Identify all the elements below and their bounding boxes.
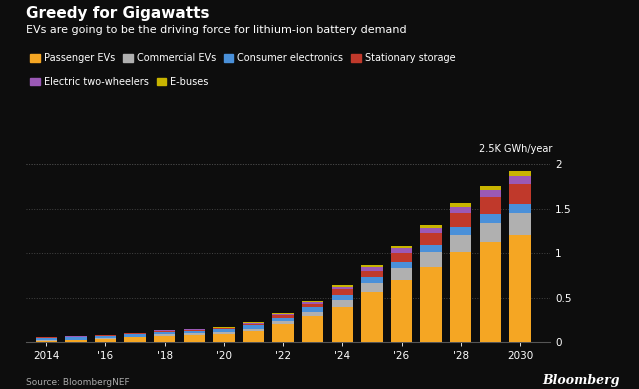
Bar	[65, 340, 86, 342]
Bar	[332, 289, 353, 294]
Bar	[361, 270, 383, 277]
Bar	[420, 252, 442, 266]
Legend: Passenger EVs, Commercial EVs, Consumer electronics, Stationary storage: Passenger EVs, Commercial EVs, Consumer …	[31, 53, 456, 63]
Bar	[213, 328, 235, 329]
Bar	[332, 300, 353, 307]
Bar	[154, 336, 175, 342]
Bar	[302, 301, 323, 302]
Bar	[509, 184, 530, 204]
Bar	[154, 335, 175, 336]
Bar	[243, 323, 264, 324]
Bar	[332, 287, 353, 289]
Bar	[332, 294, 353, 300]
Text: 2.5K GWh/year: 2.5K GWh/year	[479, 144, 553, 154]
Bar	[480, 197, 501, 214]
Bar	[183, 335, 205, 342]
Bar	[36, 338, 57, 340]
Bar	[302, 317, 323, 342]
Bar	[243, 326, 264, 329]
Bar	[420, 266, 442, 342]
Bar	[154, 330, 175, 331]
Bar	[361, 267, 383, 270]
Text: Bloomberg: Bloomberg	[543, 374, 620, 387]
Bar	[302, 304, 323, 307]
Bar	[95, 336, 116, 338]
Bar	[213, 334, 235, 342]
Bar	[302, 312, 323, 317]
Bar	[391, 246, 412, 248]
Bar	[272, 315, 294, 317]
Bar	[154, 331, 175, 335]
Bar	[420, 225, 442, 228]
Bar	[509, 204, 530, 214]
Bar	[213, 329, 235, 333]
Bar	[361, 293, 383, 342]
Bar	[272, 313, 294, 314]
Bar	[420, 245, 442, 252]
Bar	[125, 337, 146, 342]
Bar	[361, 277, 383, 284]
Bar	[332, 285, 353, 287]
Bar	[450, 252, 472, 342]
Bar	[420, 233, 442, 245]
Bar	[213, 333, 235, 334]
Bar	[480, 242, 501, 342]
Bar	[272, 317, 294, 321]
Bar	[480, 214, 501, 223]
Bar	[243, 324, 264, 326]
Bar	[125, 333, 146, 334]
Bar	[361, 284, 383, 293]
Bar	[450, 213, 472, 227]
Text: Greedy for Gigawatts: Greedy for Gigawatts	[26, 6, 209, 21]
Bar	[302, 307, 323, 312]
Bar	[480, 190, 501, 197]
Bar	[361, 265, 383, 267]
Bar	[450, 207, 472, 213]
Bar	[480, 223, 501, 242]
Bar	[391, 261, 412, 268]
Bar	[243, 322, 264, 323]
Bar	[391, 280, 412, 342]
Bar	[480, 186, 501, 190]
Bar	[125, 336, 146, 337]
Bar	[183, 330, 205, 331]
Bar	[420, 228, 442, 233]
Bar	[509, 171, 530, 176]
Bar	[125, 334, 146, 336]
Bar	[509, 176, 530, 184]
Text: EVs are going to be the driving force for lithium-ion battery demand: EVs are going to be the driving force fo…	[26, 25, 406, 35]
Bar	[450, 203, 472, 207]
Bar	[243, 331, 264, 342]
Bar	[183, 333, 205, 335]
Text: Source: BloombergNEF: Source: BloombergNEF	[26, 378, 129, 387]
Bar	[509, 214, 530, 235]
Bar	[95, 338, 116, 339]
Bar	[183, 329, 205, 330]
Bar	[272, 321, 294, 324]
Bar	[509, 235, 530, 342]
Bar	[272, 314, 294, 315]
Bar	[95, 339, 116, 342]
Bar	[391, 252, 412, 261]
Bar	[213, 327, 235, 328]
Bar	[450, 227, 472, 235]
Bar	[243, 329, 264, 331]
Bar	[183, 331, 205, 333]
Bar	[391, 248, 412, 252]
Bar	[272, 324, 294, 342]
Bar	[391, 268, 412, 280]
Bar	[302, 302, 323, 304]
Bar	[65, 337, 86, 340]
Legend: Electric two-wheelers, E-buses: Electric two-wheelers, E-buses	[31, 77, 209, 87]
Bar	[36, 340, 57, 342]
Bar	[450, 235, 472, 252]
Bar	[332, 307, 353, 342]
